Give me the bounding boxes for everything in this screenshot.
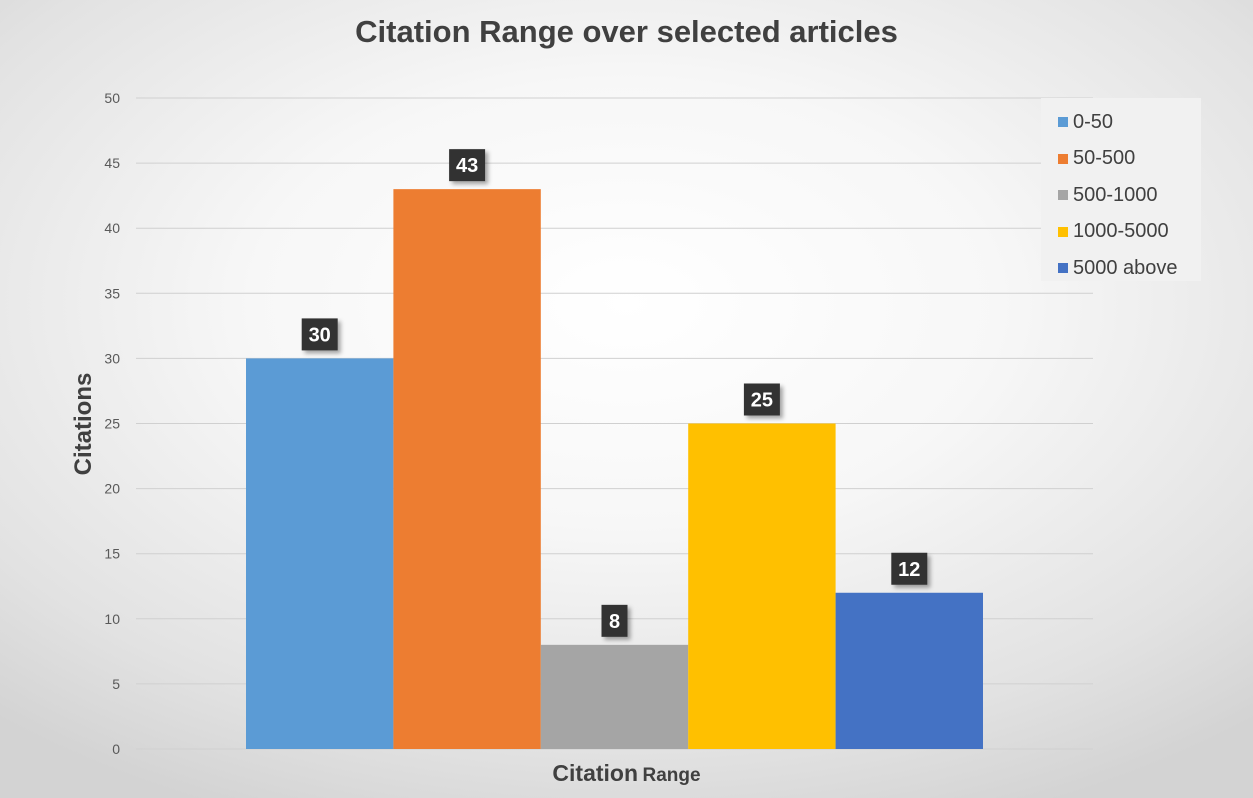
y-tick-label: 15 <box>104 546 120 562</box>
data-label: 8 <box>601 604 628 637</box>
y-tick-label: 20 <box>104 481 120 497</box>
y-axis-ticks: 0 5 10 15 20 25 30 35 40 45 50 <box>104 90 120 757</box>
legend-swatch <box>1058 190 1068 201</box>
legend-label: 50-500 <box>1073 147 1136 170</box>
legend-label: 1000-5000 <box>1073 220 1169 243</box>
legend-item: 1000-5000 <box>1041 214 1201 251</box>
data-label-box <box>743 383 780 416</box>
bar-5000-above <box>835 592 983 749</box>
x-axis-label-part-1: Citation <box>552 760 639 786</box>
bar-50-500 <box>393 189 541 749</box>
y-tick-label: 50 <box>104 90 120 106</box>
data-label: 30 <box>301 318 338 351</box>
legend-item: 0-50 <box>1041 104 1201 141</box>
x-axis-label: Citation Range <box>0 760 1253 787</box>
legend-label: 500-1000 <box>1073 183 1158 206</box>
legend-item: 500-1000 <box>1041 177 1201 214</box>
legend-swatch <box>1058 117 1068 128</box>
data-labels: 30 43 8 25 12 <box>301 149 928 637</box>
data-label-value: 12 <box>898 559 920 581</box>
y-tick-label: 40 <box>104 220 120 236</box>
legend-item: 50-500 <box>1041 141 1201 178</box>
legend-swatch <box>1058 263 1068 274</box>
y-axis-label: Citations <box>70 372 97 476</box>
data-label-value: 8 <box>609 611 620 633</box>
y-tick-label: 10 <box>104 611 120 627</box>
legend: 0-50 50-500 500-1000 1000-5000 5000 above <box>1041 98 1201 281</box>
legend-item: 5000 above <box>1041 250 1201 287</box>
data-label-box <box>301 318 338 351</box>
bar-0-50 <box>246 358 394 749</box>
data-label-value: 30 <box>309 324 331 346</box>
y-tick-label: 45 <box>104 155 120 171</box>
y-tick-label: 30 <box>104 350 120 366</box>
bars <box>246 189 983 749</box>
legend-label: 0-50 <box>1073 110 1114 133</box>
legend-swatch <box>1058 226 1068 237</box>
data-label-box <box>601 604 628 637</box>
chart-title: Citation Range over selected articles <box>355 14 898 49</box>
legend-label: 5000 above <box>1073 256 1178 279</box>
data-label: 12 <box>891 552 928 585</box>
data-label-box <box>449 149 486 182</box>
data-label-box <box>891 552 928 585</box>
bar-500-1000 <box>540 644 689 749</box>
data-label: 43 <box>449 149 486 182</box>
data-label: 25 <box>743 383 780 416</box>
y-tick-label: 5 <box>112 676 120 692</box>
bar-1000-5000 <box>688 423 836 749</box>
legend-swatch <box>1058 153 1068 164</box>
y-tick-label: 35 <box>104 285 120 301</box>
data-label-value: 43 <box>456 155 478 177</box>
y-tick-label: 0 <box>112 741 120 757</box>
y-tick-label: 25 <box>104 416 120 432</box>
data-label-value: 25 <box>751 390 773 412</box>
x-axis-label-part-2: Range <box>642 765 701 786</box>
